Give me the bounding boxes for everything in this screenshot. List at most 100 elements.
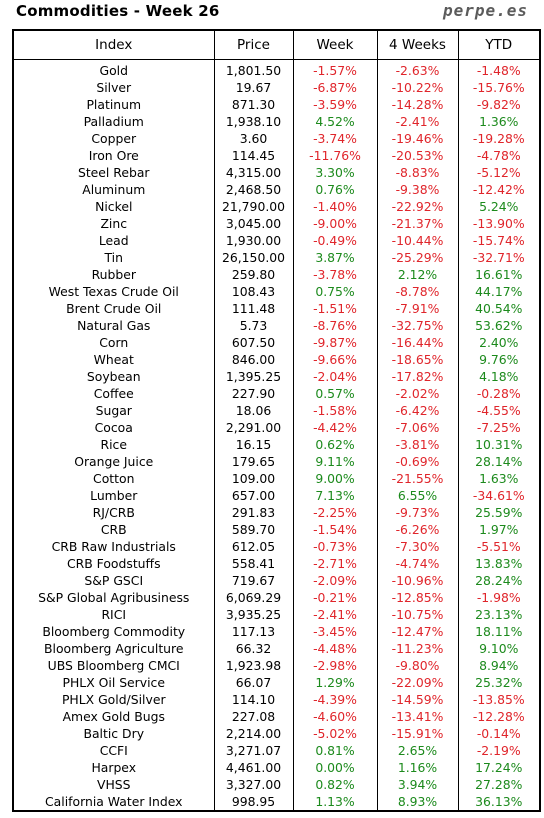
commodities-table: Index Price Week 4 Weeks YTD Gold 1,801.5… xyxy=(12,29,541,812)
price-cell: 259.80 xyxy=(213,266,294,283)
week-change-cell: -1.40% xyxy=(292,198,378,215)
index-cell: Tin xyxy=(12,249,215,266)
index-cell: CRB Raw Industrials xyxy=(12,538,215,555)
ytd-change-cell: 53.62% xyxy=(457,317,541,334)
week-change-cell: -9.66% xyxy=(292,351,378,368)
ytd-change-cell: 4.18% xyxy=(457,368,541,385)
price-cell: 21,790.00 xyxy=(213,198,294,215)
ytd-change-cell: 13.83% xyxy=(457,555,541,572)
table-row: Harpex 4,461.00 0.00% 1.16% 17.24% xyxy=(12,759,541,776)
table-row: Cotton 109.00 9.00% -21.55% 1.63% xyxy=(12,470,541,487)
four-week-change-cell: 1.16% xyxy=(376,759,459,776)
table-row: Copper 3.60 -3.74% -19.46% -19.28% xyxy=(12,130,541,147)
four-week-change-cell: -9.73% xyxy=(376,504,459,521)
table-row: Corn 607.50 -9.87% -16.44% 2.40% xyxy=(12,334,541,351)
four-week-change-cell: -10.96% xyxy=(376,572,459,589)
four-week-change-cell: -32.75% xyxy=(376,317,459,334)
price-cell: 871.30 xyxy=(213,96,294,113)
index-cell: Aluminum xyxy=(12,181,215,198)
four-week-change-cell: -18.65% xyxy=(376,351,459,368)
four-week-change-cell: -21.37% xyxy=(376,215,459,232)
four-week-change-cell: 2.12% xyxy=(376,266,459,283)
table-row: Platinum 871.30 -3.59% -14.28% -9.82% xyxy=(12,96,541,113)
index-cell: Cotton xyxy=(12,470,215,487)
index-cell: Lead xyxy=(12,232,215,249)
price-cell: 2,468.50 xyxy=(213,181,294,198)
price-cell: 18.06 xyxy=(213,402,294,419)
table-row: Orange Juice 179.65 9.11% -0.69% 28.14% xyxy=(12,453,541,470)
four-week-change-cell: -2.63% xyxy=(376,59,459,79)
four-week-change-cell: -11.23% xyxy=(376,640,459,657)
index-cell: Cocoa xyxy=(12,419,215,436)
ytd-change-cell: -32.71% xyxy=(457,249,541,266)
table-row: Coffee 227.90 0.57% -2.02% -0.28% xyxy=(12,385,541,402)
price-cell: 607.50 xyxy=(213,334,294,351)
week-change-cell: -8.76% xyxy=(292,317,378,334)
index-cell: Sugar xyxy=(12,402,215,419)
week-change-cell: -2.04% xyxy=(292,368,378,385)
week-change-cell: -4.48% xyxy=(292,640,378,657)
week-change-cell: -2.71% xyxy=(292,555,378,572)
week-change-cell: -2.98% xyxy=(292,657,378,674)
price-cell: 612.05 xyxy=(213,538,294,555)
index-cell: Platinum xyxy=(12,96,215,113)
ytd-change-cell: 17.24% xyxy=(457,759,541,776)
four-week-change-cell: -16.44% xyxy=(376,334,459,351)
week-change-cell: -0.49% xyxy=(292,232,378,249)
index-cell: Steel Rebar xyxy=(12,164,215,181)
ytd-change-cell: -13.85% xyxy=(457,691,541,708)
four-week-change-cell: -12.47% xyxy=(376,623,459,640)
table-row: Lumber 657.00 7.13% 6.55% -34.61% xyxy=(12,487,541,504)
week-change-cell: -1.57% xyxy=(292,59,378,79)
ytd-change-cell: -4.55% xyxy=(457,402,541,419)
price-cell: 66.07 xyxy=(213,674,294,691)
price-cell: 4,315.00 xyxy=(213,164,294,181)
week-change-cell: -5.02% xyxy=(292,725,378,742)
index-cell: UBS Bloomberg CMCI xyxy=(12,657,215,674)
ytd-change-cell: 28.24% xyxy=(457,572,541,589)
table-row: Rubber 259.80 -3.78% 2.12% 16.61% xyxy=(12,266,541,283)
four-week-change-cell: -9.38% xyxy=(376,181,459,198)
index-cell: CCFI xyxy=(12,742,215,759)
brand-logo: perpe.es xyxy=(442,1,528,20)
price-cell: 227.08 xyxy=(213,708,294,725)
ytd-change-cell: -4.78% xyxy=(457,147,541,164)
price-cell: 3.60 xyxy=(213,130,294,147)
ytd-change-cell: -34.61% xyxy=(457,487,541,504)
table-row: Rice 16.15 0.62% -3.81% 10.31% xyxy=(12,436,541,453)
index-cell: Bloomberg Commodity xyxy=(12,623,215,640)
price-cell: 114.45 xyxy=(213,147,294,164)
table-row: California Water Index 998.95 1.13% 8.93% 36… xyxy=(12,793,541,811)
index-cell: Soybean xyxy=(12,368,215,385)
price-cell: 111.48 xyxy=(213,300,294,317)
four-week-change-cell: -8.78% xyxy=(376,283,459,300)
ytd-change-cell: -15.76% xyxy=(457,79,541,96)
table-body: Gold 1,801.50 -1.57% -2.63% -1.48% Silver 19.6… xyxy=(12,59,541,811)
table-header-row: Index Price Week 4 Weeks YTD xyxy=(12,30,541,60)
table-row: UBS Bloomberg CMCI 1,923.98 -2.98% -9.80% 8.… xyxy=(12,657,541,674)
week-change-cell: 0.57% xyxy=(292,385,378,402)
table-row: Soybean 1,395.25 -2.04% -17.82% 4.18% xyxy=(12,368,541,385)
price-cell: 19.67 xyxy=(213,79,294,96)
table-row: Iron Ore 114.45 -11.76% -20.53% -4.78% xyxy=(12,147,541,164)
week-change-cell: -11.76% xyxy=(292,147,378,164)
index-cell: Corn xyxy=(12,334,215,351)
table-row: CRB 589.70 -1.54% -6.26% 1.97% xyxy=(12,521,541,538)
price-cell: 2,291.00 xyxy=(213,419,294,436)
week-change-cell: -9.87% xyxy=(292,334,378,351)
table-row: Silver 19.67 -6.87% -10.22% -15.76% xyxy=(12,79,541,96)
table-row: Baltic Dry 2,214.00 -5.02% -15.91% -0.14% xyxy=(12,725,541,742)
four-week-change-cell: -17.82% xyxy=(376,368,459,385)
table-row: Natural Gas 5.73 -8.76% -32.75% 53.62% xyxy=(12,317,541,334)
week-change-cell: 3.30% xyxy=(292,164,378,181)
week-change-cell: -3.78% xyxy=(292,266,378,283)
week-change-cell: 9.11% xyxy=(292,453,378,470)
table-row: CRB Foodstuffs 558.41 -2.71% -4.74% 13.83% xyxy=(12,555,541,572)
price-cell: 6,069.29 xyxy=(213,589,294,606)
price-cell: 26,150.00 xyxy=(213,249,294,266)
week-change-cell: 9.00% xyxy=(292,470,378,487)
price-cell: 1,395.25 xyxy=(213,368,294,385)
four-week-change-cell: -3.81% xyxy=(376,436,459,453)
price-cell: 1,938.10 xyxy=(213,113,294,130)
week-change-cell: 0.00% xyxy=(292,759,378,776)
